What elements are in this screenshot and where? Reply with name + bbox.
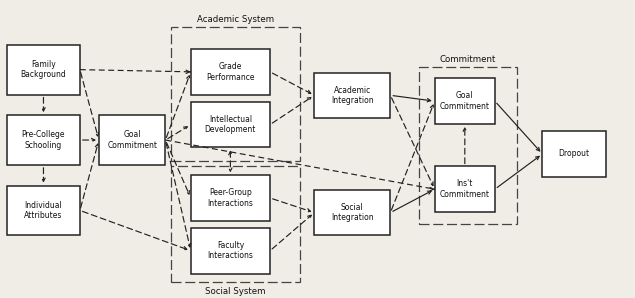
Text: Goal
Commitment: Goal Commitment <box>107 130 157 150</box>
Text: Pre-College
Schooling: Pre-College Schooling <box>22 130 65 150</box>
Text: Ins't
Commitment: Ins't Commitment <box>440 179 490 199</box>
Bar <box>171 27 300 161</box>
Text: Academic System: Academic System <box>197 15 274 24</box>
Bar <box>542 131 606 177</box>
Text: Social System: Social System <box>205 287 265 296</box>
Bar <box>419 67 517 224</box>
Bar <box>171 167 300 282</box>
Bar <box>314 73 391 118</box>
Bar <box>99 115 166 165</box>
Bar <box>7 45 80 94</box>
Text: Social
Integration: Social Integration <box>331 203 373 222</box>
Text: Academic
Integration: Academic Integration <box>331 86 373 105</box>
Bar <box>190 49 270 94</box>
Text: Dropout: Dropout <box>559 150 590 159</box>
Text: Intellectual
Development: Intellectual Development <box>204 115 256 134</box>
Bar <box>314 190 391 235</box>
Bar <box>7 115 80 165</box>
Text: Peer-Group
Interactions: Peer-Group Interactions <box>208 188 253 208</box>
Text: Faculty
Interactions: Faculty Interactions <box>208 241 253 260</box>
Bar <box>435 78 495 124</box>
Bar <box>190 175 270 221</box>
Bar <box>190 102 270 148</box>
Text: Individual
Attributes: Individual Attributes <box>24 201 63 220</box>
Bar <box>7 185 80 235</box>
Bar <box>190 228 270 274</box>
Text: Goal
Commitment: Goal Commitment <box>440 91 490 111</box>
Text: Family
Background: Family Background <box>20 60 66 79</box>
Bar <box>435 167 495 212</box>
Text: Commitment: Commitment <box>440 55 496 64</box>
Text: Grade
Performance: Grade Performance <box>206 62 255 82</box>
